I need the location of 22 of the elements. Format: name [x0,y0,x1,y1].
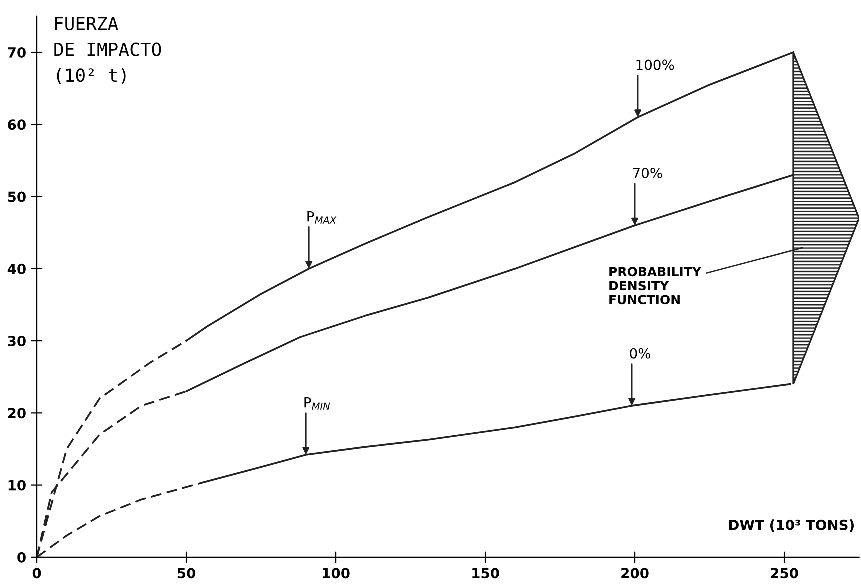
x-tick-label: 100 [323,568,350,579]
y-tick-label: 10 [8,480,26,491]
y-tick-label: 20 [8,408,26,419]
y-tick-label: 0 [18,552,26,563]
x-tick-label: 50 [178,568,196,579]
y-tick-label: 40 [8,264,26,274]
x-tick-label: 0 [32,568,42,579]
y-axis-title: FUERZA DE IMPACTO (10² t) [54,17,162,84]
annotation: PROBABILITY DENSITY FUNCTION [610,267,702,305]
x-axis-title: DWT (10³ TONS) [729,520,854,532]
y-tick-label: 30 [8,336,26,347]
annotation: 70% [633,168,662,178]
x-tick-label: 150 [472,568,500,579]
annotation: P$_{MAX}$ [308,211,337,224]
y-tick-label: 50 [8,192,26,202]
y-tick-label: 70 [8,47,26,58]
x-tick-label: 250 [771,568,798,579]
x-tick-label: 200 [622,568,649,579]
annotation: P$_{MIN}$ [304,398,330,410]
annotation: 0% [630,348,651,359]
y-tick-label: 60 [8,120,26,130]
annotation: 100% [636,60,674,70]
